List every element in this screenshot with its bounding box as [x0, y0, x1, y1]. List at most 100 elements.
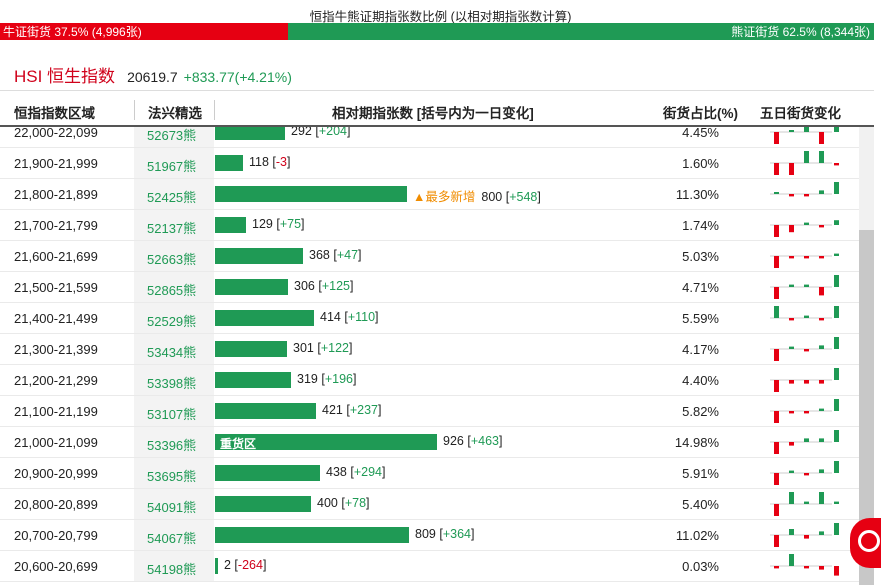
sparkline-bar [789, 346, 794, 349]
five-day-sparkline [770, 523, 839, 547]
count-cell: 400 [+78] [317, 496, 370, 510]
warrant-code-link[interactable]: 54067熊 [147, 531, 197, 546]
warrant-code-link[interactable]: 53434熊 [147, 345, 197, 360]
warrant-code-link[interactable]: 52529熊 [147, 314, 197, 329]
index-name[interactable]: HSI 恒生指数 [14, 67, 116, 86]
five-day-sparkline [770, 306, 839, 321]
warrant-code-link[interactable]: 54091熊 [147, 500, 197, 515]
table-rows: 22,000-22,099 52673熊 292 [+204] 4.45% 21,900… [0, 127, 874, 582]
warrant-code-link[interactable]: 53396熊 [147, 438, 197, 453]
range-cell: 21,500-21,599 [14, 280, 98, 295]
ratio-cell: 5.40% [682, 497, 719, 512]
sparkline-bar [804, 256, 809, 259]
pick-cell: 52663熊 [134, 241, 214, 271]
count-bar [215, 248, 303, 264]
warrant-code-link[interactable]: 53107熊 [147, 407, 197, 422]
lifebuoy-ring [858, 530, 880, 552]
five-day-sparkline [770, 253, 839, 268]
sparkline-bar [834, 399, 839, 411]
pick-cell: 54198熊 [134, 551, 214, 581]
daily-change: +47 [336, 248, 359, 262]
range-cell: 21,200-21,299 [14, 373, 98, 388]
sparkline-bar [789, 554, 794, 566]
sparkline-bar [834, 306, 839, 318]
table-row: 21,300-21,399 53434熊 301 [+122] 4.17% [0, 334, 874, 365]
warrant-code-link[interactable]: 54198熊 [147, 562, 197, 577]
count-bar [215, 341, 287, 357]
ratio-cell: 5.91% [682, 466, 719, 481]
sparkline-bar [774, 473, 779, 485]
sparkline-bar [819, 318, 824, 321]
count-bar [215, 558, 218, 574]
sparkline-bar [789, 284, 794, 287]
daily-change: +75 [279, 217, 302, 231]
warrant-code-link[interactable]: 52663熊 [147, 252, 197, 267]
warrant-code-link[interactable]: 52137熊 [147, 221, 197, 236]
table-row: 21,600-21,699 52663熊 368 [+47] 5.03% [0, 241, 874, 272]
daily-change: +364 [442, 527, 471, 541]
warrant-code-link[interactable]: 53695熊 [147, 469, 197, 484]
ratio-cell: 4.71% [682, 280, 719, 295]
sparkline-bar [804, 473, 809, 476]
count-cell: 306 [+125] [294, 279, 354, 293]
sparkline-bar [774, 163, 779, 175]
sparkline-bar [819, 256, 824, 259]
five-day-sparkline [770, 492, 839, 516]
range-cell: 21,800-21,899 [14, 187, 98, 202]
pick-cell: 51967熊 [134, 148, 214, 178]
warrant-code-link[interactable]: 52673熊 [147, 128, 197, 143]
warrant-code-link[interactable]: 53398熊 [147, 376, 197, 391]
count-value: 368 [309, 248, 330, 262]
sparkline-bar [804, 194, 809, 197]
warrant-code-link[interactable]: 52865熊 [147, 283, 197, 298]
sparkline-bar [774, 132, 779, 144]
range-cell: 21,900-21,999 [14, 156, 98, 171]
pick-cell: 54091熊 [134, 489, 214, 519]
header-ratio: 街货占比(%) [663, 106, 738, 121]
count-cell: 421 [+237] [322, 403, 382, 417]
page-title: 恒指牛熊证期指张数比例 (以相对期指张数计算) [309, 10, 572, 24]
header-range: 恒指指数区域 [14, 106, 95, 121]
pick-cell: 52137熊 [134, 210, 214, 240]
sparkline-bar [834, 501, 839, 504]
count-bar [215, 403, 316, 419]
sparkline-bar [819, 190, 824, 194]
table-row: 21,500-21,599 52865熊 306 [+125] 4.71% [0, 272, 874, 303]
count-value: 319 [297, 372, 318, 386]
scrollbar-thumb[interactable] [859, 230, 874, 585]
five-day-sparkline [770, 430, 839, 454]
count-value: 421 [322, 403, 343, 417]
table-row: 20,700-20,799 54067熊 809 [+364] 11.02% [0, 520, 874, 551]
sparkline-bar [789, 380, 794, 384]
sparkline-bar [789, 411, 794, 414]
sparkline-bar [819, 492, 824, 504]
table-body[interactable]: 22,000-22,099 52673熊 292 [+204] 4.45% 21,900… [0, 127, 874, 585]
warrant-code-link[interactable]: 52425熊 [147, 190, 197, 205]
sparkline-bar [804, 438, 809, 442]
count-value: 301 [293, 341, 314, 355]
table-row: 21,800-21,899 52425熊 ▲最多新增 800 [+548] 11.30% [0, 179, 874, 210]
sparkline-bar [834, 127, 839, 132]
sparkline-bar [789, 130, 794, 132]
divider [0, 90, 874, 91]
lifebuoy-icon[interactable] [850, 518, 881, 568]
warrant-code-link[interactable]: 51967熊 [147, 159, 197, 174]
header-pick: 法兴精选 [148, 106, 202, 121]
count-value: 809 [415, 527, 436, 541]
range-cell: 20,600-20,699 [14, 559, 98, 574]
count-value: 118 [249, 155, 269, 169]
count-bar [215, 186, 407, 202]
sparkline-bar [834, 163, 839, 166]
pick-cell: 53695熊 [134, 458, 214, 488]
table-row: 21,000-21,099 53396熊 重货区 926 [+463] 14.98% [0, 427, 874, 458]
count-bar [215, 217, 246, 233]
ratio-cell: 5.03% [682, 249, 719, 264]
pick-cell: 53434熊 [134, 334, 214, 364]
count-bar [215, 127, 285, 140]
count-value: 438 [326, 465, 347, 479]
index-summary: HSI 恒生指数 20619.7 +833.77(+4.21%) [14, 62, 292, 87]
sparkline-bar [789, 470, 794, 473]
range-cell: 21,700-21,799 [14, 218, 98, 233]
five-day-sparkline [770, 151, 839, 175]
bear-ratio-label: 熊证街货 62.5% (8,344张) [731, 25, 870, 39]
